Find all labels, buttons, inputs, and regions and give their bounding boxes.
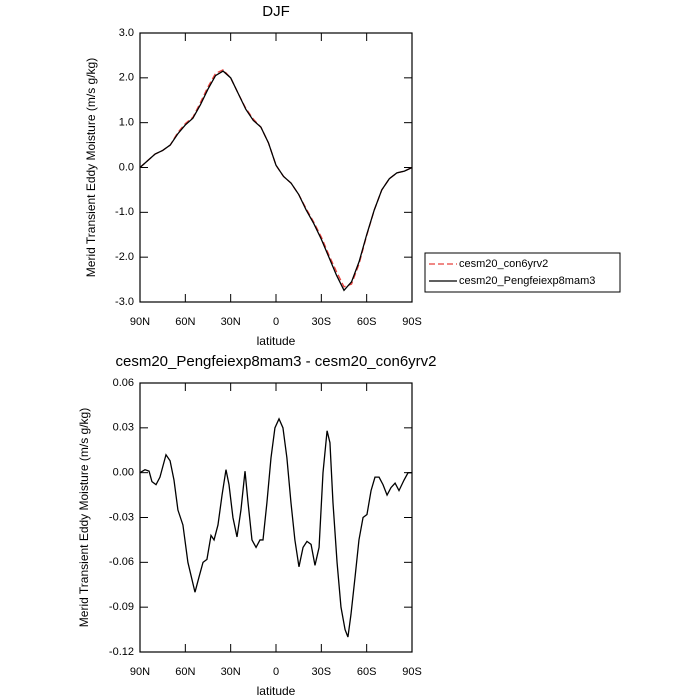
data-line	[139, 417, 412, 638]
x-tick-label: 90S	[402, 316, 422, 328]
legend-label: cesm20_con6yrv2	[459, 258, 548, 270]
y-tick-label: -0.06	[109, 556, 134, 568]
y-tick-label: 0.00	[113, 467, 134, 479]
legend-label: cesm20_Pengfeiexp8mam3	[459, 275, 595, 287]
y-tick-label: -1.0	[115, 206, 134, 218]
y-tick-label: 0.06	[113, 377, 134, 389]
x-tick-label: 60N	[175, 316, 195, 328]
y-axis-label: Merid Transient Eddy Moisture (m/s g/kg)	[77, 408, 91, 627]
y-tick-label: -2.0	[115, 251, 134, 263]
y-tick-label: -0.09	[109, 601, 134, 613]
y-tick-label: -0.03	[109, 511, 134, 523]
data-line	[139, 68, 413, 288]
y-tick-label: 0.0	[119, 161, 134, 173]
x-tick-label: 0	[273, 316, 279, 328]
x-tick-label: 30N	[221, 666, 241, 678]
data-line	[139, 70, 413, 292]
x-axis-label: latitude	[257, 334, 296, 348]
y-tick-label: -3.0	[115, 296, 134, 308]
chart-title: cesm20_Pengfeiexp8mam3 - cesm20_con6yrv2	[116, 353, 437, 370]
x-tick-label: 0	[273, 666, 279, 678]
x-tick-label: 30N	[221, 316, 241, 328]
x-tick-label: 90N	[130, 666, 150, 678]
plot-frame	[139, 382, 413, 653]
x-tick-label: 90S	[402, 666, 422, 678]
x-tick-label: 60S	[357, 316, 377, 328]
legend-box	[424, 252, 621, 293]
y-tick-label: 0.03	[113, 422, 134, 434]
y-tick-label: 3.0	[119, 27, 134, 39]
chart-title: DJF	[262, 3, 290, 20]
x-tick-label: 60S	[357, 666, 377, 678]
y-axis-label: Merid Transient Eddy Moisture (m/s g/kg)	[84, 58, 98, 277]
y-tick-label: 1.0	[119, 117, 134, 129]
x-tick-label: 30S	[312, 316, 332, 328]
x-tick-label: 90N	[130, 316, 150, 328]
y-tick-label: -0.12	[109, 646, 134, 658]
plot-frame	[139, 32, 413, 303]
x-tick-label: 30S	[312, 666, 332, 678]
x-axis-label: latitude	[257, 684, 296, 698]
y-tick-label: 2.0	[119, 72, 134, 84]
x-tick-label: 60N	[175, 666, 195, 678]
